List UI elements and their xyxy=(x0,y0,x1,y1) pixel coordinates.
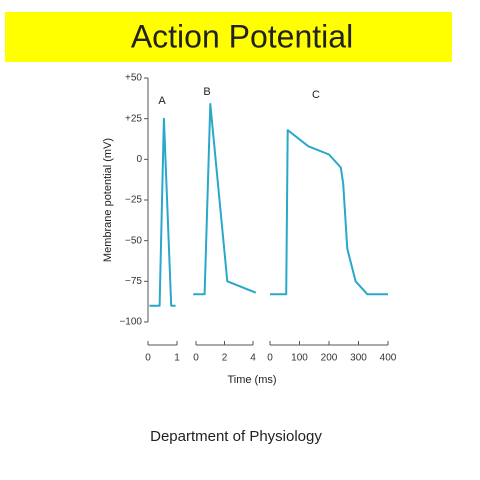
y-tick-label: −25 xyxy=(125,195,142,206)
panel-label: C xyxy=(312,89,320,101)
x-tick-label: 300 xyxy=(350,353,367,364)
panel-label: A xyxy=(158,95,166,107)
line xyxy=(149,117,176,307)
line xyxy=(193,103,257,296)
x-tick-label: 1 xyxy=(174,353,180,364)
x-tick-label: 0 xyxy=(267,353,273,364)
x-tick-label: 100 xyxy=(291,353,308,364)
y-tick-label: +25 xyxy=(125,113,142,124)
x-tick-label: 200 xyxy=(321,353,338,364)
y-tick-label: −75 xyxy=(125,276,142,287)
y-tick-label: 0 xyxy=(136,154,142,165)
y-tick-label: +50 xyxy=(125,73,142,84)
chart-area xyxy=(100,70,400,385)
y-tick-label: −100 xyxy=(119,317,142,328)
x-tick-label: 0 xyxy=(193,353,199,364)
panel-label: B xyxy=(203,86,210,98)
x-tick-label: 4 xyxy=(250,353,256,364)
x-tick-label: 400 xyxy=(380,353,397,364)
x-tick-label: 2 xyxy=(222,353,228,364)
slide-title: Action Potential xyxy=(131,18,353,54)
x-tick-label: 0 xyxy=(145,353,151,364)
x-axis-label: Time (ms) xyxy=(227,374,276,386)
title-band xyxy=(5,12,452,62)
y-tick-label: −50 xyxy=(125,235,142,246)
line xyxy=(270,129,388,296)
footer: Department of Physiology xyxy=(150,428,322,445)
y-axis-label: Membrane potential (mV) xyxy=(102,138,114,262)
